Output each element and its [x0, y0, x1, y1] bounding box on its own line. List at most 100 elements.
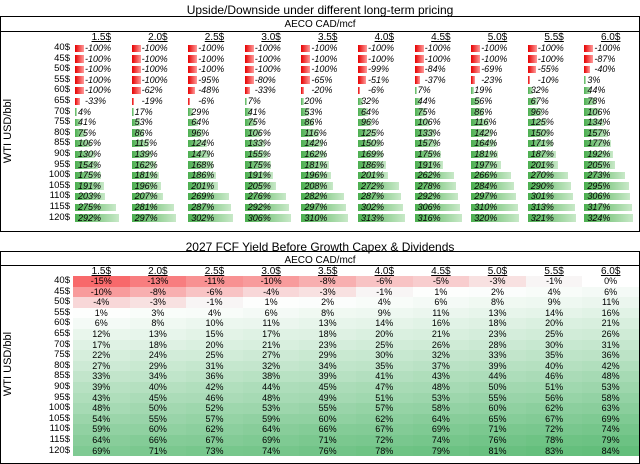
heatmap-cell: 4%	[186, 307, 243, 319]
heatmap-cell: 58%	[412, 403, 470, 414]
positive-bar	[244, 108, 251, 116]
heatmap-cell: 27%	[73, 360, 130, 372]
negative-bar	[584, 55, 594, 63]
bar-value-label: -100%	[481, 43, 508, 53]
bar-value-label: -100%	[198, 43, 225, 53]
positive-bar	[75, 129, 87, 137]
bar-value-label: -6%	[198, 96, 215, 106]
positive-bar	[527, 86, 533, 95]
bar-value-label: -100%	[424, 53, 451, 64]
negative-bar	[301, 44, 311, 53]
heatmap-cell: 71%	[469, 424, 526, 435]
bar-value-label: 273%	[587, 170, 611, 181]
negative-bar	[358, 55, 367, 63]
bar-value-label: 201%	[530, 159, 554, 170]
heatmap-cell: 69%	[73, 445, 130, 457]
heatmap-cell: 17%	[242, 329, 300, 340]
bar-value-label: -100%	[594, 43, 621, 53]
upside-chart-subtitle: AECO CAD/mcf	[284, 19, 356, 30]
bar-value-label: 276%	[247, 191, 271, 202]
heatmap-cell: 74%	[242, 445, 300, 457]
heatmap-cell: 60%	[299, 413, 356, 425]
positive-bar	[471, 129, 493, 137]
heatmap-cell: 55%	[299, 403, 356, 414]
column-header: 3.0$	[261, 266, 281, 277]
bar-value-label: -65%	[311, 74, 333, 85]
positive-bar	[471, 203, 518, 212]
positive-bar	[244, 129, 261, 137]
row-label: 75$	[54, 116, 70, 128]
bar-value-label: 64%	[191, 117, 210, 128]
bar-value-label: -100%	[85, 74, 112, 85]
negative-bar	[414, 76, 421, 84]
heatmap-cell: 74%	[582, 424, 639, 435]
positive-bar	[75, 171, 102, 180]
heatmap-cell: -13%	[129, 276, 187, 287]
positive-bar	[584, 118, 605, 127]
negative-bar	[244, 76, 254, 84]
heatmap-cell: 54%	[73, 413, 130, 425]
heatmap-cell: 29%	[299, 350, 356, 361]
column-header: 2.0$	[148, 32, 168, 43]
bar-value-label: 44%	[587, 85, 606, 96]
column-header: 1.5$	[91, 266, 112, 277]
heatmap-cell: -4%	[73, 297, 130, 308]
bar-value-label: 306%	[417, 202, 441, 212]
positive-bar	[131, 118, 140, 127]
bar-value-label: 205%	[247, 180, 271, 191]
heatmap-cell: 76%	[469, 435, 526, 446]
bar-value-label: -55%	[537, 64, 559, 75]
positive-bar	[301, 139, 323, 148]
bar-value-label: 19%	[474, 85, 493, 96]
positive-bar	[301, 161, 329, 169]
bar-value-label: -100%	[141, 43, 168, 53]
negative-bar	[584, 44, 594, 53]
bar-value-label: 197%	[474, 159, 498, 170]
positive-bar	[358, 129, 377, 137]
negative-bar	[75, 44, 84, 53]
bar-value-label: 310%	[304, 212, 328, 223]
positive-bar	[584, 150, 614, 159]
positive-bar	[414, 86, 417, 95]
bar-value-label: 150%	[530, 127, 554, 138]
row-label: 80$	[54, 126, 70, 138]
heatmap-cell: -4%	[242, 286, 300, 298]
heatmap-cell: 38%	[242, 371, 300, 382]
heatmap-cell: -3%	[299, 286, 356, 298]
positive-bar	[244, 171, 274, 180]
negative-bar	[188, 65, 198, 74]
positive-bar	[188, 171, 217, 180]
negative-bar	[131, 55, 141, 63]
positive-bar	[244, 161, 272, 169]
row-label: 75$	[54, 349, 70, 361]
heatmap-cell: 18%	[299, 329, 356, 340]
row-label: 120$	[48, 211, 70, 223]
heatmap-cell: 4%	[356, 297, 413, 308]
positive-bar	[527, 182, 572, 190]
positive-bar	[358, 108, 368, 116]
bar-value-label: -100%	[85, 43, 112, 53]
heatmap-cell: 48%	[582, 371, 639, 382]
bar-value-label: 106%	[247, 127, 271, 138]
bar-value-label: 64%	[361, 106, 380, 117]
bar-value-label: -69%	[481, 64, 503, 75]
positive-bar	[414, 150, 441, 159]
heatmap-cell: 43%	[412, 371, 470, 382]
bar-value-label: 186%	[361, 159, 385, 170]
bar-value-label: -100%	[368, 53, 395, 64]
positive-bar	[471, 97, 480, 106]
positive-bar	[301, 192, 344, 201]
column-header: 5.0$	[487, 266, 508, 277]
heatmap-cell: 57%	[186, 413, 243, 425]
bar-value-label: -100%	[481, 53, 508, 64]
heatmap-cell: -3%	[129, 297, 187, 308]
heatmap-cell: 64%	[412, 413, 470, 425]
negative-bar	[471, 76, 475, 84]
bar-value-label: 281%	[134, 202, 158, 212]
bar-value-label: 75%	[78, 127, 97, 138]
heatmap-cell: 16%	[582, 307, 639, 319]
bar-value-label: 275%	[78, 202, 102, 212]
bar-value-label: 155%	[247, 149, 271, 159]
bar-value-label: -100%	[85, 64, 112, 75]
positive-bar	[358, 97, 363, 106]
